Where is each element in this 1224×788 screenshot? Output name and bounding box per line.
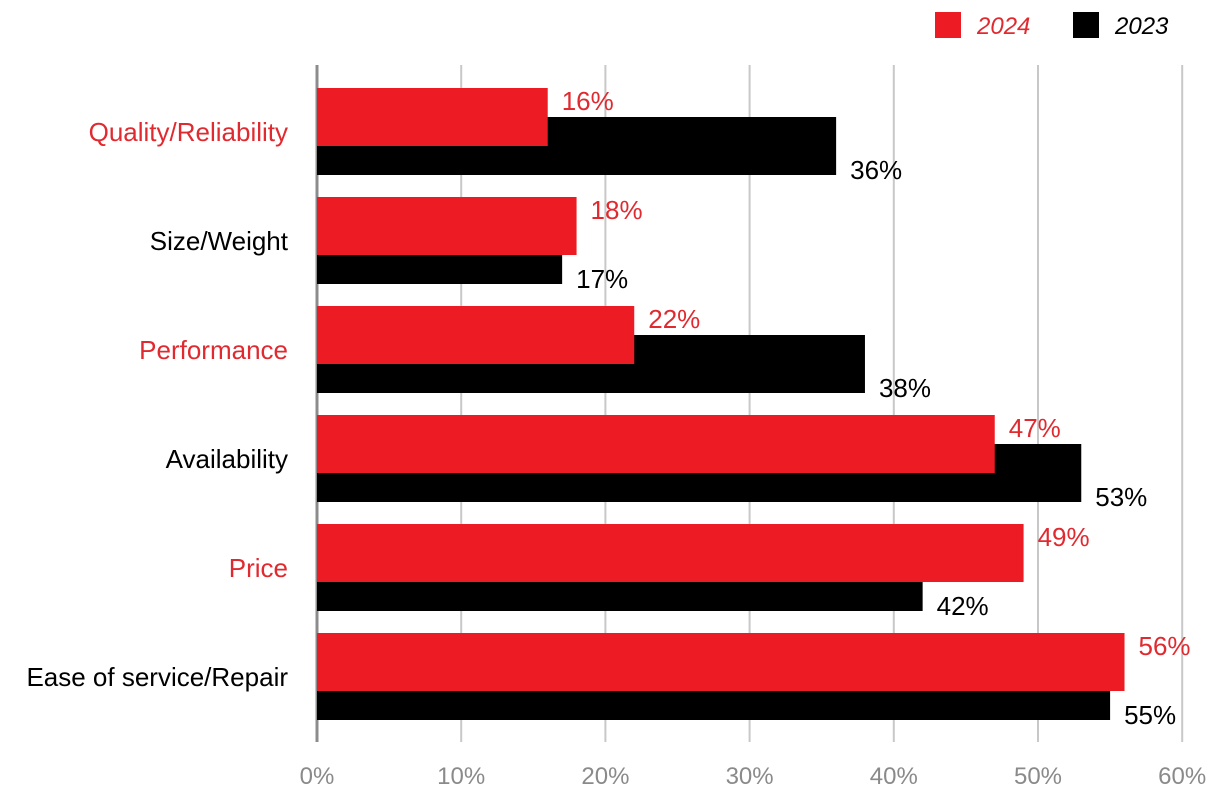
category-label-1: Size/Weight [150,226,289,256]
x-tick-label-2: 20% [581,763,629,788]
value-label-2024-5: 56% [1139,631,1191,661]
x-tick-label-3: 30% [726,763,774,788]
legend-label-2024: 2024 [976,13,1030,40]
bar-2024-2 [317,306,635,364]
value-label-2024-3: 47% [1009,413,1061,443]
category-label-5: Ease of service/Repair [26,662,288,692]
category-labels: Quality/Reliability Size/Weight Performanc… [26,117,288,692]
x-tick-label-4: 40% [870,763,918,788]
value-labels: 16% 36% 18% 17% 22% 38% 47% 53%49% 42% 56% 55% [562,86,1191,730]
value-label-2024-2: 22% [648,304,700,334]
value-label-2024-0: 16% [562,86,614,116]
x-tick-label-5: 50% [1014,763,1062,788]
category-label-2: Performance [139,335,288,365]
x-tick-label-6: 60% [1158,763,1206,788]
bar-2024-4 [317,524,1024,582]
value-label-2023-5: 55% [1124,700,1176,730]
x-tick-labels: 0% 10% 20% 30% 40% 50% 60% [300,763,1207,788]
bar-2024-1 [317,197,577,255]
legend-label-2023: 2023 [1114,13,1169,40]
value-label-2023-3: 53% [1095,482,1147,512]
legend-swatch-2023 [1073,12,1099,38]
value-label-2023-2: 38% [879,373,931,403]
category-label-4: Price [229,553,288,583]
legend-swatch-2024 [935,12,961,38]
bars [317,88,1125,720]
bar-2024-3 [317,415,995,473]
value-label-2023-1: 17% [576,264,628,294]
legend: 2024 2023 [935,12,1169,40]
value-label-2024-1: 18% [591,195,643,225]
value-label-2023-0: 36% [850,155,902,185]
grid-lines [315,65,1184,742]
bar-2024-0 [317,88,548,146]
category-label-3: Availability [166,444,288,474]
x-tick-label-1: 10% [437,763,485,788]
bar-2024-5 [317,633,1125,691]
value-label-2024-4: 49% [1038,522,1090,552]
x-tick-label-0: 0% [300,763,335,788]
value-label-2023-4: 42% [937,591,989,621]
category-label-0: Quality/Reliability [89,117,288,147]
